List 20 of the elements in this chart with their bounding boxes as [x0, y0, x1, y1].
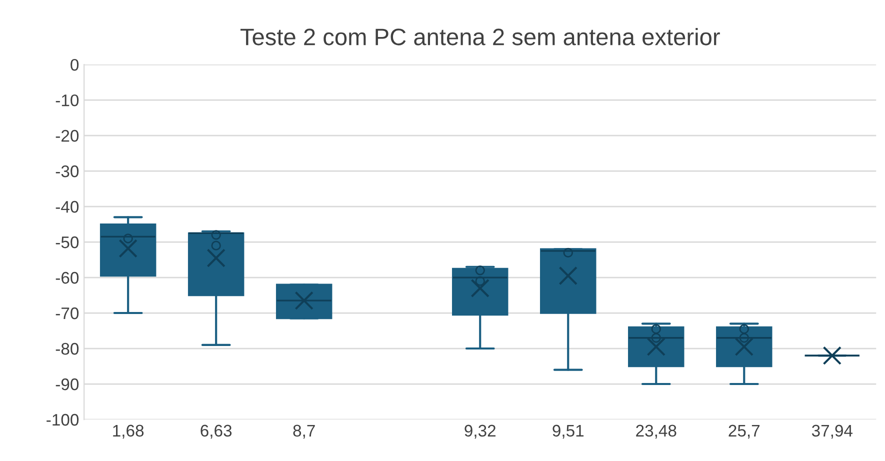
- y-tick-label: -30: [56, 165, 79, 178]
- y-tick-label: -10: [56, 94, 79, 106]
- x-tick-label: 9,32: [464, 424, 496, 439]
- x-tick-label: 37,94: [812, 424, 853, 439]
- y-tick-label: -20: [56, 130, 79, 142]
- y-tick-label: -60: [56, 272, 79, 284]
- y-tick-label: -40: [56, 200, 79, 213]
- x-tick-label: 8,7: [293, 424, 315, 439]
- chart-title: Teste 2 com PC antena 2 sem antena exterior: [240, 28, 720, 46]
- x-tick-label: 23,48: [636, 424, 676, 439]
- y-tick-label: -100: [46, 414, 79, 426]
- y-tick-label: 0: [70, 58, 79, 71]
- y-tick-label: -70: [56, 307, 79, 320]
- x-tick-label: 25,7: [728, 424, 760, 439]
- y-tick-label: -50: [56, 236, 79, 248]
- x-tick-label: 6,63: [200, 424, 232, 439]
- y-tick-label: -80: [56, 342, 79, 355]
- x-tick-label: 1,68: [113, 424, 144, 439]
- y-tick-label: -90: [56, 378, 79, 390]
- x-tick-label: 9,51: [552, 424, 584, 439]
